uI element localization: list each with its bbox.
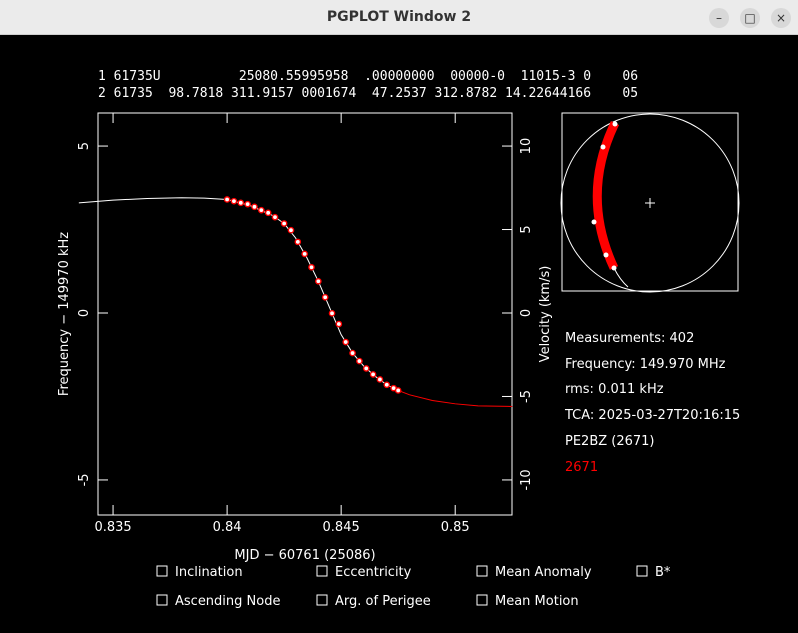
measurement bbox=[321, 294, 329, 301]
sky-point bbox=[612, 121, 618, 127]
checkbox-label[interactable]: B* bbox=[655, 565, 671, 580]
measurement bbox=[280, 220, 288, 227]
info-line: rms: 0.011 kHz bbox=[565, 382, 664, 397]
info-line: Frequency: 149.970 MHz bbox=[565, 357, 726, 372]
x-axis-label: MJD − 60761 (25086) bbox=[234, 548, 375, 563]
checkbox-group: Inclination Eccentricity Mean Anomaly B*… bbox=[156, 565, 671, 609]
y2-axis-label: Velocity (km/s) bbox=[538, 266, 553, 363]
y-axis-label: Frequency − 149970 kHz bbox=[57, 232, 72, 396]
measurement bbox=[237, 199, 245, 207]
checkbox[interactable] bbox=[636, 565, 648, 577]
y2-tick-label: -5 bbox=[519, 390, 534, 403]
y2-tick-label: 0 bbox=[519, 309, 534, 317]
checkbox-label[interactable]: Arg. of Perigee bbox=[335, 594, 431, 609]
tle-line: 1 61735U 25080.55995958 .00000000 00000-… bbox=[98, 69, 638, 84]
sky-frame bbox=[561, 112, 739, 292]
checkbox[interactable] bbox=[476, 565, 488, 577]
checkbox-label[interactable]: Ascending Node bbox=[175, 594, 280, 609]
measurement bbox=[244, 200, 251, 208]
checkbox-label[interactable]: Mean Motion bbox=[495, 594, 579, 609]
checkbox[interactable] bbox=[476, 594, 488, 606]
close-button[interactable]: × bbox=[771, 8, 791, 28]
maximize-button[interactable]: □ bbox=[740, 8, 760, 28]
y2-tick-label: 10 bbox=[519, 138, 534, 155]
y-tick-label: 5 bbox=[77, 142, 92, 150]
model-curve bbox=[398, 389, 513, 407]
sky-point bbox=[611, 265, 617, 271]
measurement bbox=[349, 349, 356, 357]
x-tick-label: 0.845 bbox=[323, 520, 360, 535]
zenith-cross bbox=[645, 198, 655, 208]
measurement bbox=[258, 206, 265, 214]
minimize-button[interactable]: – bbox=[709, 8, 729, 28]
sky-track-tail bbox=[613, 267, 629, 288]
tle-line: 2 61735 98.7818 311.9157 0001674 47.2537… bbox=[98, 86, 638, 101]
checkbox[interactable] bbox=[156, 594, 168, 606]
checkbox[interactable] bbox=[316, 594, 328, 606]
checkbox[interactable] bbox=[316, 565, 328, 577]
measurement bbox=[264, 209, 272, 217]
info-line: 2671 bbox=[565, 460, 598, 475]
measurement bbox=[369, 371, 377, 378]
checkbox-label[interactable]: Inclination bbox=[175, 565, 243, 580]
checkbox-label[interactable]: Mean Anomaly bbox=[495, 565, 592, 580]
measurement bbox=[335, 320, 343, 328]
sky-point bbox=[600, 144, 606, 150]
x-tick-label: 0.835 bbox=[94, 520, 131, 535]
checkbox-label[interactable]: Eccentricity bbox=[335, 565, 412, 580]
plot-frame bbox=[97, 112, 513, 516]
info-line: Measurements: 402 bbox=[565, 331, 694, 346]
sky-point bbox=[603, 252, 609, 258]
measurement bbox=[251, 203, 258, 211]
horizon-circle bbox=[560, 113, 740, 293]
measurement bbox=[362, 365, 370, 372]
y-tick-label: 0 bbox=[77, 309, 92, 317]
checkbox[interactable] bbox=[156, 565, 168, 577]
measurement bbox=[287, 226, 295, 234]
measurement bbox=[271, 213, 279, 221]
y2-tick-label: -10 bbox=[519, 469, 534, 490]
measurement bbox=[342, 338, 350, 346]
model-curve bbox=[78, 197, 399, 391]
x-tick-label: 0.84 bbox=[213, 520, 242, 535]
measurement bbox=[315, 277, 322, 285]
measurement bbox=[376, 376, 384, 383]
measurement bbox=[328, 310, 336, 317]
measurement bbox=[383, 381, 391, 389]
info-line: PE2BZ (2671) bbox=[565, 434, 655, 449]
pgplot-canvas: 1 61735U 25080.55995958 .00000000 00000-… bbox=[57, 69, 740, 609]
measurement bbox=[230, 197, 238, 205]
measurement bbox=[394, 387, 402, 394]
info-line: TCA: 2025-03-27T20:16:15 bbox=[564, 408, 740, 423]
title-bar: PGPLOT Window 2 – □ × bbox=[0, 0, 798, 35]
measurement bbox=[301, 250, 308, 258]
measurement bbox=[356, 357, 363, 365]
measurement bbox=[223, 196, 231, 203]
measurement bbox=[294, 238, 302, 246]
window-title: PGPLOT Window 2 bbox=[326, 9, 472, 25]
y-tick-label: -5 bbox=[77, 473, 92, 486]
measurement bbox=[308, 263, 315, 271]
y2-tick-label: 5 bbox=[519, 225, 534, 233]
sky-point bbox=[591, 219, 597, 225]
x-tick-label: 0.85 bbox=[441, 520, 470, 535]
sky-track bbox=[592, 121, 620, 270]
